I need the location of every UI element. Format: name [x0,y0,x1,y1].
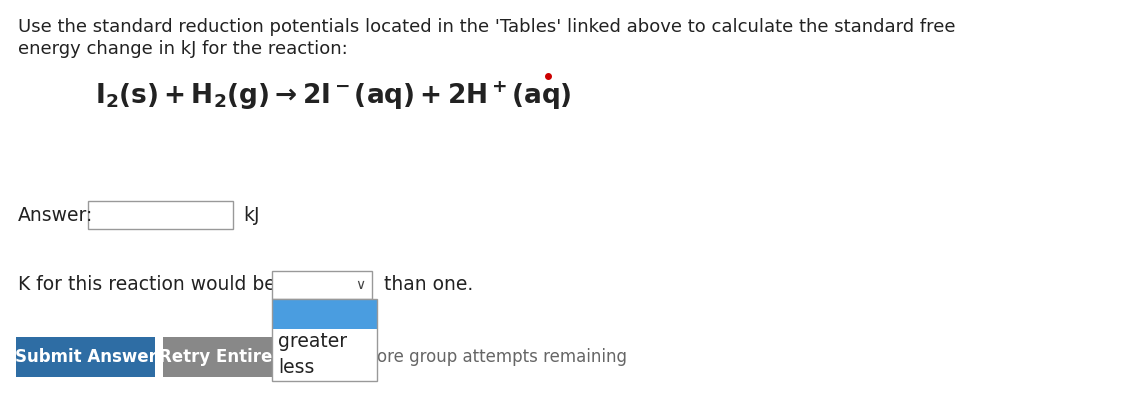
FancyBboxPatch shape [272,355,377,381]
Text: Use the standard reduction potentials located in the 'Tables' linked above to ca: Use the standard reduction potentials lo… [18,18,955,36]
Text: kJ: kJ [243,206,260,224]
Text: $\mathbf{I_2(s) + H_2(g) \rightarrow 2I^-(aq) + 2H^+(aq)}$: $\mathbf{I_2(s) + H_2(g) \rightarrow 2I^… [95,80,572,113]
Text: 9 more group attempts remaining: 9 more group attempts remaining [345,348,627,366]
Text: than one.: than one. [384,276,473,294]
Text: Submit Answer: Submit Answer [15,348,156,366]
FancyBboxPatch shape [272,271,372,299]
Text: ∨: ∨ [355,278,365,292]
Text: Answer:: Answer: [18,206,93,224]
Text: K for this reaction would be: K for this reaction would be [18,276,276,294]
FancyBboxPatch shape [88,201,233,229]
FancyBboxPatch shape [272,329,377,355]
Text: Retry Entire Group: Retry Entire Group [160,348,335,366]
FancyBboxPatch shape [16,337,155,377]
Text: less: less [278,358,315,377]
Text: energy change in kJ for the reaction:: energy change in kJ for the reaction: [18,40,348,58]
Text: greater: greater [278,332,347,351]
FancyBboxPatch shape [163,337,332,377]
FancyBboxPatch shape [272,299,377,329]
